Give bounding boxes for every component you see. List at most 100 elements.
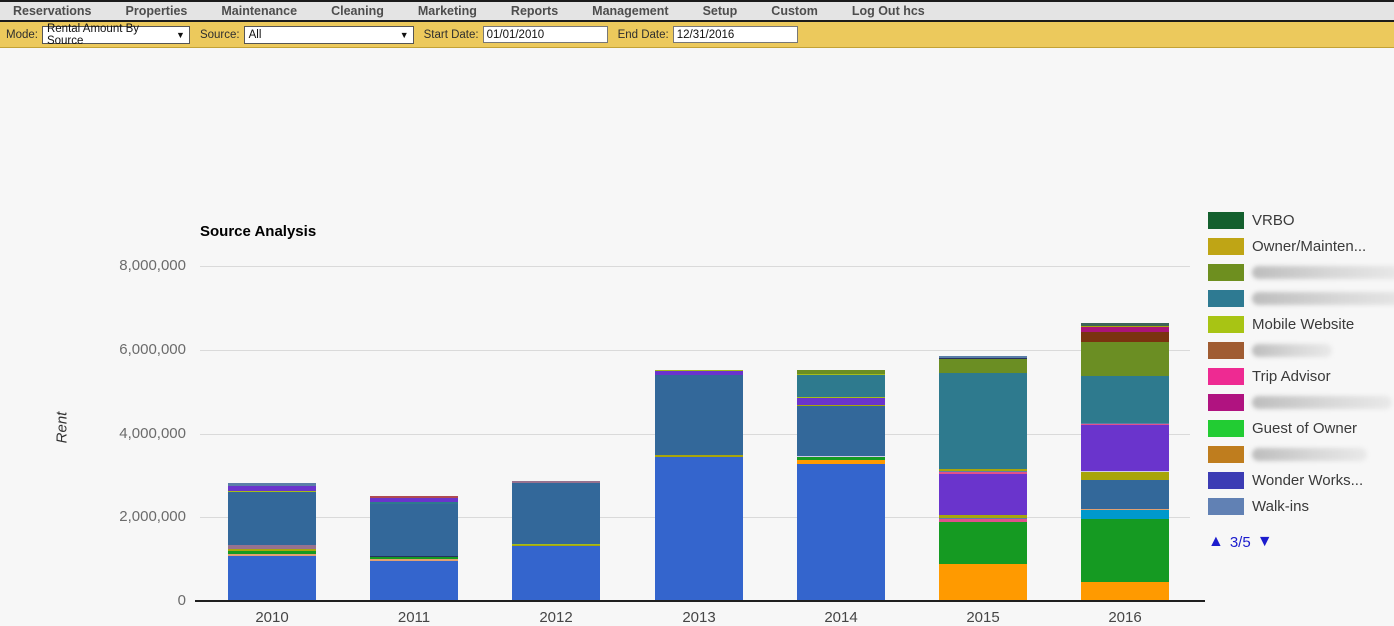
legend-swatch bbox=[1208, 472, 1244, 489]
legend-item-wonder-works[interactable]: Wonder Works... bbox=[1208, 472, 1394, 489]
bar-segment-2012-dark-yellow[interactable] bbox=[512, 545, 600, 546]
bar-segment-2016-tan[interactable] bbox=[1081, 509, 1169, 510]
bar-segment-2016-lavender[interactable] bbox=[1081, 471, 1169, 472]
bar-segment-2013-yellow-green[interactable] bbox=[655, 370, 743, 371]
bar-segment-2015-navy[interactable] bbox=[939, 358, 1027, 359]
bar-segment-2013-steel-blue[interactable] bbox=[655, 375, 743, 455]
bar-segment-2016-slate[interactable] bbox=[1081, 423, 1169, 424]
bar-segment-2010-yellow-green[interactable] bbox=[228, 490, 316, 492]
bar-segment-2013-royal-blue[interactable] bbox=[655, 457, 743, 600]
source-select[interactable]: All ▼ bbox=[243, 25, 414, 44]
bar-segment-2012-yellow-green[interactable] bbox=[512, 544, 600, 545]
bar-segment-2011-navy[interactable] bbox=[370, 556, 458, 557]
bar-segment-2015-pink[interactable] bbox=[939, 472, 1027, 474]
nav-item-custom[interactable]: Custom bbox=[771, 4, 818, 18]
bar-segment-2011-royal-blue[interactable] bbox=[370, 561, 458, 600]
bar-segment-2010-mauve[interactable] bbox=[228, 545, 316, 550]
bar-segment-2016-pink[interactable] bbox=[1081, 424, 1169, 425]
bar-segment-2014-green[interactable] bbox=[797, 457, 885, 460]
legend-item-redacted-2[interactable] bbox=[1208, 264, 1394, 281]
bar-segment-2016-dark-yellow[interactable] bbox=[1081, 326, 1169, 327]
legend-item-guest-of-owner[interactable]: Guest of Owner bbox=[1208, 420, 1394, 437]
bar-segment-2015-teal[interactable] bbox=[939, 373, 1027, 469]
bar-segment-2015-dark-yellow[interactable] bbox=[939, 515, 1027, 518]
bar-segment-2015-olive-green[interactable] bbox=[939, 359, 1027, 373]
bar-segment-2016-dark-red[interactable] bbox=[1081, 332, 1169, 342]
bar-segment-2015-slate[interactable] bbox=[939, 518, 1027, 519]
bar-segment-2016-teal[interactable] bbox=[1081, 376, 1169, 423]
legend-label-redacted bbox=[1252, 344, 1332, 357]
legend-page-down-icon[interactable]: ▼ bbox=[1256, 533, 1273, 550]
bar-segment-2010-purple[interactable] bbox=[228, 485, 316, 491]
bar-segment-2011-purple[interactable] bbox=[370, 498, 458, 502]
bar-segment-2015-dark-yellow[interactable] bbox=[939, 469, 1027, 471]
bar-segment-2010-royal-blue[interactable] bbox=[228, 556, 316, 600]
nav-item-reservations[interactable]: Reservations bbox=[13, 4, 92, 18]
legend-item-redacted-7[interactable] bbox=[1208, 394, 1394, 411]
bar-segment-2014-dark-yellow[interactable] bbox=[797, 405, 885, 406]
bar-segment-2015-orange[interactable] bbox=[939, 564, 1027, 600]
bar-segment-2015-green[interactable] bbox=[939, 522, 1027, 564]
bar-segment-2011-crimson[interactable] bbox=[370, 496, 458, 498]
legend-item-redacted-5[interactable] bbox=[1208, 342, 1394, 359]
bar-segment-2016-steel-blue[interactable] bbox=[1081, 480, 1169, 509]
bar-segment-2010-green[interactable] bbox=[228, 551, 316, 555]
legend-item-trip-advisor[interactable]: Trip Advisor bbox=[1208, 368, 1394, 385]
bar-segment-2012-royal-blue[interactable] bbox=[512, 546, 600, 600]
bar-segment-2015-slate[interactable] bbox=[939, 471, 1027, 472]
bar-segment-2014-teal[interactable] bbox=[797, 375, 885, 397]
bar-2010 bbox=[228, 483, 316, 600]
legend-item-redacted-9[interactable] bbox=[1208, 446, 1394, 463]
nav-item-properties[interactable]: Properties bbox=[125, 4, 188, 18]
bar-segment-2011-tan[interactable] bbox=[370, 559, 458, 561]
bar-segment-2011-green[interactable] bbox=[370, 557, 458, 559]
legend-item-walk-ins[interactable]: Walk-ins bbox=[1208, 498, 1394, 515]
bar-segment-2014-olive-green[interactable] bbox=[797, 370, 885, 374]
bar-segment-2014-royal-blue[interactable] bbox=[797, 464, 885, 600]
bar-segment-2016-dark-slate-green[interactable] bbox=[1081, 323, 1169, 326]
bar-segment-2010-tan[interactable] bbox=[228, 554, 316, 557]
nav-item-marketing[interactable]: Marketing bbox=[417, 4, 477, 18]
legend-page-up-icon[interactable]: ▲ bbox=[1208, 533, 1224, 550]
bar-segment-2011-steel-blue[interactable] bbox=[370, 504, 458, 556]
bar-segment-2015-pink[interactable] bbox=[939, 519, 1027, 522]
nav-item-cleaning[interactable]: Cleaning bbox=[331, 4, 384, 18]
nav-item-reports[interactable]: Reports bbox=[510, 4, 559, 18]
legend-item-mobile-website[interactable]: Mobile Website bbox=[1208, 316, 1394, 333]
bar-segment-2015-slate[interactable] bbox=[939, 356, 1027, 358]
bar-segment-2013-purple[interactable] bbox=[655, 371, 743, 375]
bar-segment-2010-slate[interactable] bbox=[228, 483, 316, 486]
legend-item-vrbo[interactable]: VRBO bbox=[1208, 212, 1394, 229]
bar-segment-2012-steel-blue[interactable] bbox=[512, 483, 600, 544]
legend-item-owner-mainten[interactable]: Owner/Mainten... bbox=[1208, 238, 1394, 255]
mode-select[interactable]: Rental Amount By Source ▼ bbox=[41, 23, 190, 47]
nav-item-setup[interactable]: Setup bbox=[702, 4, 738, 18]
start-date-input[interactable] bbox=[482, 26, 608, 43]
bar-segment-2016-purple[interactable] bbox=[1081, 425, 1169, 471]
bar-segment-2015-purple[interactable] bbox=[939, 474, 1027, 515]
bar-segment-2016-cyan[interactable] bbox=[1081, 510, 1169, 519]
bar-segment-2013-dark-yellow[interactable] bbox=[655, 455, 743, 457]
bar-segment-2016-olive-green[interactable] bbox=[1081, 342, 1169, 376]
bar-segment-2012-mauve[interactable] bbox=[512, 481, 600, 483]
bar-segment-2016-orange[interactable] bbox=[1081, 582, 1169, 600]
bar-segment-2010-dark-yellow[interactable] bbox=[228, 549, 316, 552]
legend-item-redacted-3[interactable] bbox=[1208, 290, 1394, 307]
nav-item-log-out-hcs[interactable]: Log Out hcs bbox=[851, 4, 925, 18]
bar-segment-2014-steel-blue[interactable] bbox=[797, 406, 885, 456]
bar-segment-2014-yellow-green[interactable] bbox=[797, 397, 885, 398]
bar-segment-2016-green[interactable] bbox=[1081, 519, 1169, 582]
bar-segment-2016-magenta[interactable] bbox=[1081, 327, 1169, 332]
bar-segment-2016-dark-yellow[interactable] bbox=[1081, 472, 1169, 480]
bar-segment-2014-orange[interactable] bbox=[797, 460, 885, 464]
nav-item-management[interactable]: Management bbox=[592, 4, 669, 18]
bar-segment-2010-steel-blue[interactable] bbox=[228, 491, 316, 546]
bar-2011 bbox=[370, 496, 458, 600]
start-date-label: Start Date: bbox=[423, 28, 479, 41]
end-date-input[interactable] bbox=[672, 26, 798, 43]
bar-segment-2014-purple[interactable] bbox=[797, 398, 885, 405]
bar-segment-2014-yellow-green[interactable] bbox=[797, 374, 885, 375]
nav-item-maintenance[interactable]: Maintenance bbox=[221, 4, 298, 18]
bar-segment-2011-teal[interactable] bbox=[370, 502, 458, 504]
bar-segment-2014-lavender[interactable] bbox=[797, 456, 885, 457]
